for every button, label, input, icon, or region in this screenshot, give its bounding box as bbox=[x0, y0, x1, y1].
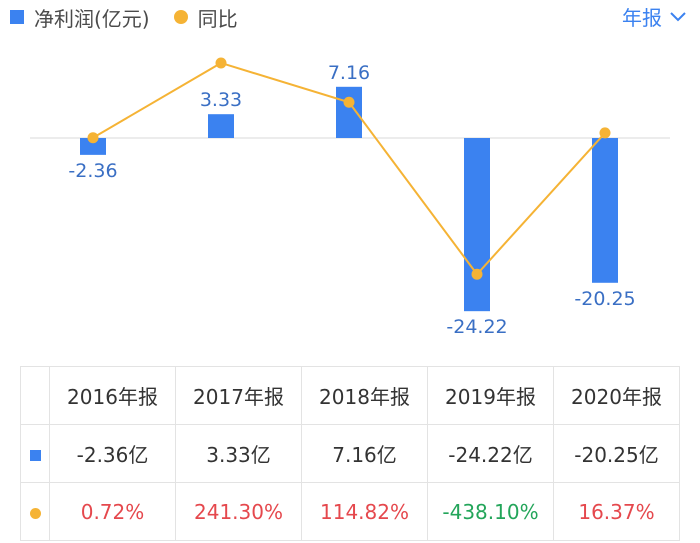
legend-item-net-profit[interactable]: 净利润(亿元) bbox=[10, 3, 150, 32]
bar-series-marker bbox=[29, 449, 41, 461]
table-cell-net-profit: 7.16亿 bbox=[301, 424, 428, 483]
bar-net-profit[interactable] bbox=[80, 138, 106, 155]
table-cell-yoy: 16.37% bbox=[553, 482, 680, 541]
line-series-swatch bbox=[173, 10, 188, 24]
table-cell-yoy: 241.30% bbox=[175, 482, 302, 541]
legend-label-yoy: 同比 bbox=[197, 6, 238, 31]
line-series-marker bbox=[29, 507, 41, 519]
table-header-cell: 2020年报 bbox=[553, 366, 680, 425]
bar-net-profit[interactable] bbox=[208, 114, 234, 138]
bar-net-profit[interactable] bbox=[592, 138, 618, 283]
point-yoy[interactable] bbox=[599, 127, 611, 139]
point-yoy[interactable] bbox=[343, 96, 355, 108]
table-row-marker bbox=[20, 482, 50, 541]
table-header-cell: 2018年报 bbox=[301, 366, 428, 425]
point-yoy[interactable] bbox=[471, 268, 483, 280]
data-table: 2016年报 2017年报 2018年报 2019年报 2020年报 -2.36… bbox=[20, 366, 680, 541]
bar-net-profit[interactable] bbox=[336, 86, 362, 138]
bar-value-label: 3.33 bbox=[200, 89, 242, 111]
legend-item-yoy[interactable]: 同比 bbox=[173, 3, 238, 32]
chart-legend: 净利润(亿元) 同比 bbox=[10, 3, 262, 32]
bar-value-label: -2.36 bbox=[68, 160, 117, 182]
point-yoy[interactable] bbox=[87, 132, 99, 144]
table-cell-yoy: 0.72% bbox=[49, 482, 176, 541]
net-profit-chart: -2.36 3.33 7.16 -24.22 -20.25 bbox=[30, 57, 670, 338]
table-cell-net-profit: -2.36亿 bbox=[49, 424, 176, 483]
period-selector-label: 年报 bbox=[622, 6, 662, 30]
bar-net-profit[interactable] bbox=[464, 138, 490, 312]
bar-value-label: 7.16 bbox=[328, 62, 370, 84]
table-header-cell: 2016年报 bbox=[49, 366, 176, 425]
table-cell-net-profit: -24.22亿 bbox=[427, 424, 554, 483]
table-cell-yoy: 114.82% bbox=[301, 482, 428, 541]
period-selector[interactable]: 年报 bbox=[622, 2, 686, 31]
point-yoy[interactable] bbox=[215, 57, 227, 69]
table-cell-net-profit: -20.25亿 bbox=[553, 424, 680, 483]
table-corner-cell bbox=[20, 366, 50, 425]
table-row-yoy: 0.72% 241.30% 114.82% -438.10% 16.37% bbox=[20, 482, 680, 541]
chevron-down-icon bbox=[670, 11, 686, 21]
table-cell-net-profit: 3.33亿 bbox=[175, 424, 302, 483]
table-header-cell: 2017年报 bbox=[175, 366, 302, 425]
bar-value-label: -20.25 bbox=[574, 288, 635, 310]
bar-value-label: -24.22 bbox=[446, 316, 507, 338]
table-header-row: 2016年报 2017年报 2018年报 2019年报 2020年报 bbox=[20, 366, 680, 425]
table-header-cell: 2019年报 bbox=[427, 366, 554, 425]
legend-label-net-profit: 净利润(亿元) bbox=[34, 6, 150, 31]
bar-series-swatch bbox=[10, 10, 24, 24]
table-row-marker bbox=[20, 424, 50, 483]
table-cell-yoy: -438.10% bbox=[427, 482, 554, 541]
table-row-net-profit: -2.36亿 3.33亿 7.16亿 -24.22亿 -20.25亿 bbox=[20, 424, 680, 483]
